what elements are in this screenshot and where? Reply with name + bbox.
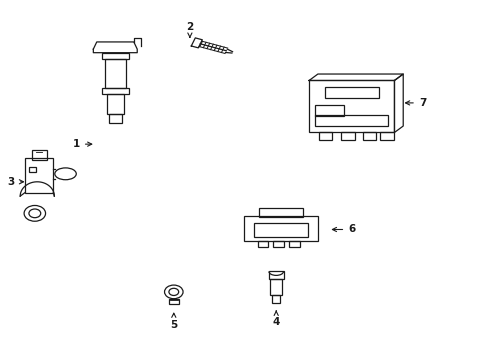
Text: 7: 7: [405, 98, 426, 108]
Bar: [315, 116, 387, 126]
Bar: [308, 81, 394, 132]
Bar: [362, 132, 375, 140]
Bar: [254, 223, 307, 237]
Text: 4: 4: [272, 311, 279, 327]
Bar: [102, 88, 129, 94]
Bar: [106, 94, 124, 114]
Text: 2: 2: [186, 22, 193, 37]
Bar: [102, 53, 129, 59]
Bar: [32, 149, 46, 159]
Text: 5: 5: [170, 313, 177, 330]
Bar: [379, 132, 393, 140]
Bar: [268, 271, 283, 279]
Bar: [168, 299, 178, 305]
Bar: [109, 114, 122, 123]
Bar: [318, 132, 331, 140]
Bar: [288, 240, 299, 247]
Bar: [270, 279, 282, 295]
Bar: [244, 216, 317, 240]
Bar: [29, 167, 36, 172]
Text: 6: 6: [332, 225, 355, 234]
Bar: [259, 208, 303, 217]
Bar: [257, 240, 268, 247]
Bar: [272, 295, 280, 303]
Bar: [325, 87, 378, 98]
Bar: [104, 59, 126, 88]
Text: 1: 1: [73, 139, 92, 149]
Text: 3: 3: [8, 177, 23, 187]
Bar: [273, 240, 284, 247]
Bar: [25, 158, 53, 193]
Bar: [315, 105, 344, 116]
Bar: [340, 132, 354, 140]
